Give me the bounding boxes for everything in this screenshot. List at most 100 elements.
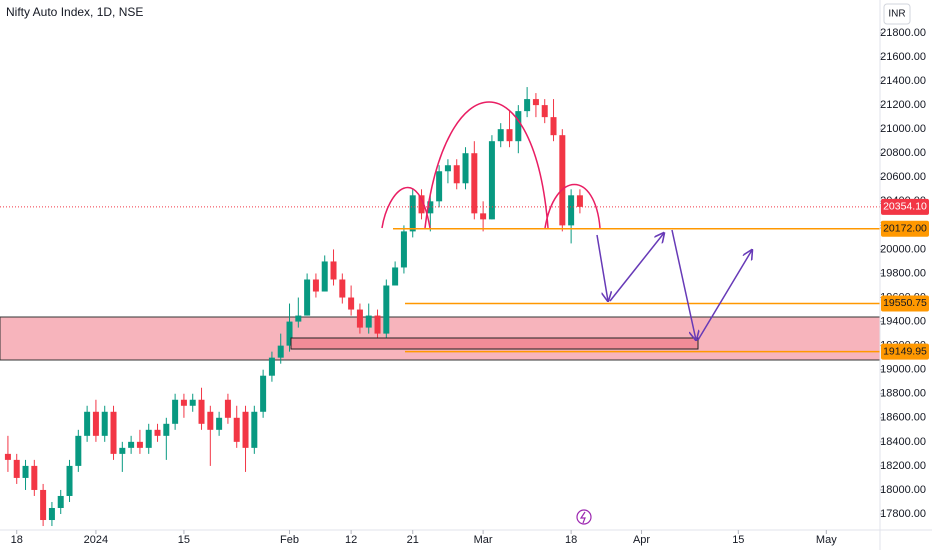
- x-tick-label: Apr: [633, 534, 650, 546]
- candle-body: [400, 231, 407, 268]
- candle-body: [559, 135, 566, 226]
- level-badge: [881, 343, 929, 360]
- candle-body: [453, 165, 460, 184]
- candle-body: [304, 279, 311, 316]
- candle-body: [277, 345, 284, 358]
- event-icon-bolt: [579, 511, 586, 524]
- chart-title: Nifty Auto Index, 1D, NSE: [6, 5, 143, 19]
- candle-body: [497, 129, 504, 142]
- candle-body: [48, 507, 55, 521]
- candle-body: [172, 399, 179, 424]
- candle-body: [154, 429, 161, 436]
- currency-box[interactable]: [883, 3, 911, 25]
- y-tick-label: 21200.00: [880, 99, 926, 111]
- candle-body: [260, 375, 267, 412]
- candle-body: [4, 453, 11, 460]
- candle-body: [66, 465, 73, 496]
- candle-body: [136, 441, 143, 448]
- currency: INR: [888, 9, 905, 20]
- y-tick-label: 21400.00: [880, 75, 926, 87]
- candle-body: [92, 411, 99, 436]
- candle-body: [321, 261, 328, 292]
- candle-body: [365, 315, 372, 328]
- drawings: [290, 101, 752, 525]
- candle-body: [31, 465, 38, 490]
- candle-body: [75, 435, 82, 466]
- candle-body: [532, 99, 539, 106]
- y-tick-label: 20600.00: [880, 171, 926, 183]
- candle-body: [374, 315, 381, 334]
- last-price-badge: [881, 198, 929, 215]
- x-tick-label: 18: [11, 534, 23, 546]
- x-tick-label: May: [816, 534, 837, 546]
- arrow: [671, 229, 696, 340]
- y-tick-label: 18600.00: [880, 412, 926, 424]
- candle-body: [119, 447, 126, 454]
- y-tick-label: 21000.00: [880, 123, 926, 135]
- y-tick-label: 19000.00: [880, 364, 926, 376]
- candle-body: [312, 279, 319, 292]
- candle-body: [541, 105, 548, 118]
- candle-body: [286, 321, 293, 346]
- candle-body: [576, 195, 583, 207]
- candle-body: [383, 285, 390, 334]
- y-tick-label: 19400.00: [880, 315, 926, 327]
- candle-body: [462, 153, 469, 184]
- candle-body: [480, 213, 487, 220]
- y-tick-label: 18800.00: [880, 388, 926, 400]
- candle-body: [356, 309, 363, 328]
- level-label: 20172.00: [883, 223, 927, 235]
- x-tick-label: 2024: [84, 534, 108, 546]
- y-tick-label: 20800.00: [880, 147, 926, 159]
- candle-body: [436, 171, 443, 202]
- candle-body: [550, 117, 557, 136]
- candle-body: [57, 495, 64, 508]
- x-tick-label: 15: [178, 534, 190, 546]
- zone-inner: [290, 337, 699, 350]
- y-tick-label: 18000.00: [880, 484, 926, 496]
- x-tick-label: 15: [732, 534, 744, 546]
- candle-body: [268, 357, 275, 376]
- candle-body: [110, 411, 117, 454]
- candle-body: [224, 399, 231, 418]
- candle-body: [524, 99, 531, 112]
- candle-body: [233, 417, 240, 442]
- candle-body: [101, 411, 108, 436]
- candle-body: [348, 297, 355, 310]
- x-tick-label: Mar: [474, 534, 493, 546]
- candle-body: [207, 411, 214, 430]
- y-tick-label: 21600.00: [880, 51, 926, 63]
- candle-body: [506, 129, 513, 142]
- event-icon[interactable]: [576, 509, 592, 525]
- y-tick-label: 18400.00: [880, 436, 926, 448]
- candle-body: [568, 195, 575, 226]
- level-label: 19550.75: [883, 297, 927, 309]
- candle-body: [242, 411, 249, 448]
- y-tick-label: 19800.00: [880, 267, 926, 279]
- x-tick-label: 18: [565, 534, 577, 546]
- arrow: [609, 233, 664, 302]
- candle-body: [488, 141, 495, 220]
- candle-body: [471, 153, 478, 214]
- candle-body: [84, 411, 91, 436]
- candle-body: [427, 201, 434, 214]
- candle-body: [392, 267, 399, 286]
- y-tick-label: 17800.00: [880, 508, 926, 520]
- y-tick-label: 21800.00: [880, 27, 926, 39]
- candle-body: [216, 417, 223, 430]
- left-shoulder: [381, 186, 431, 229]
- candle-body: [515, 111, 522, 142]
- x-tick-label: 12: [345, 534, 357, 546]
- y-tick-label: 18200.00: [880, 460, 926, 472]
- candle-body: [189, 399, 196, 406]
- candle-body: [128, 441, 135, 448]
- candle-body: [22, 465, 29, 478]
- candle-body: [418, 195, 425, 214]
- x-tick-label: Feb: [280, 534, 299, 546]
- candle-body: [339, 279, 346, 298]
- candle-body: [13, 459, 20, 478]
- candle-body: [444, 165, 451, 172]
- candle-body: [330, 261, 337, 280]
- candle-body: [295, 315, 302, 322]
